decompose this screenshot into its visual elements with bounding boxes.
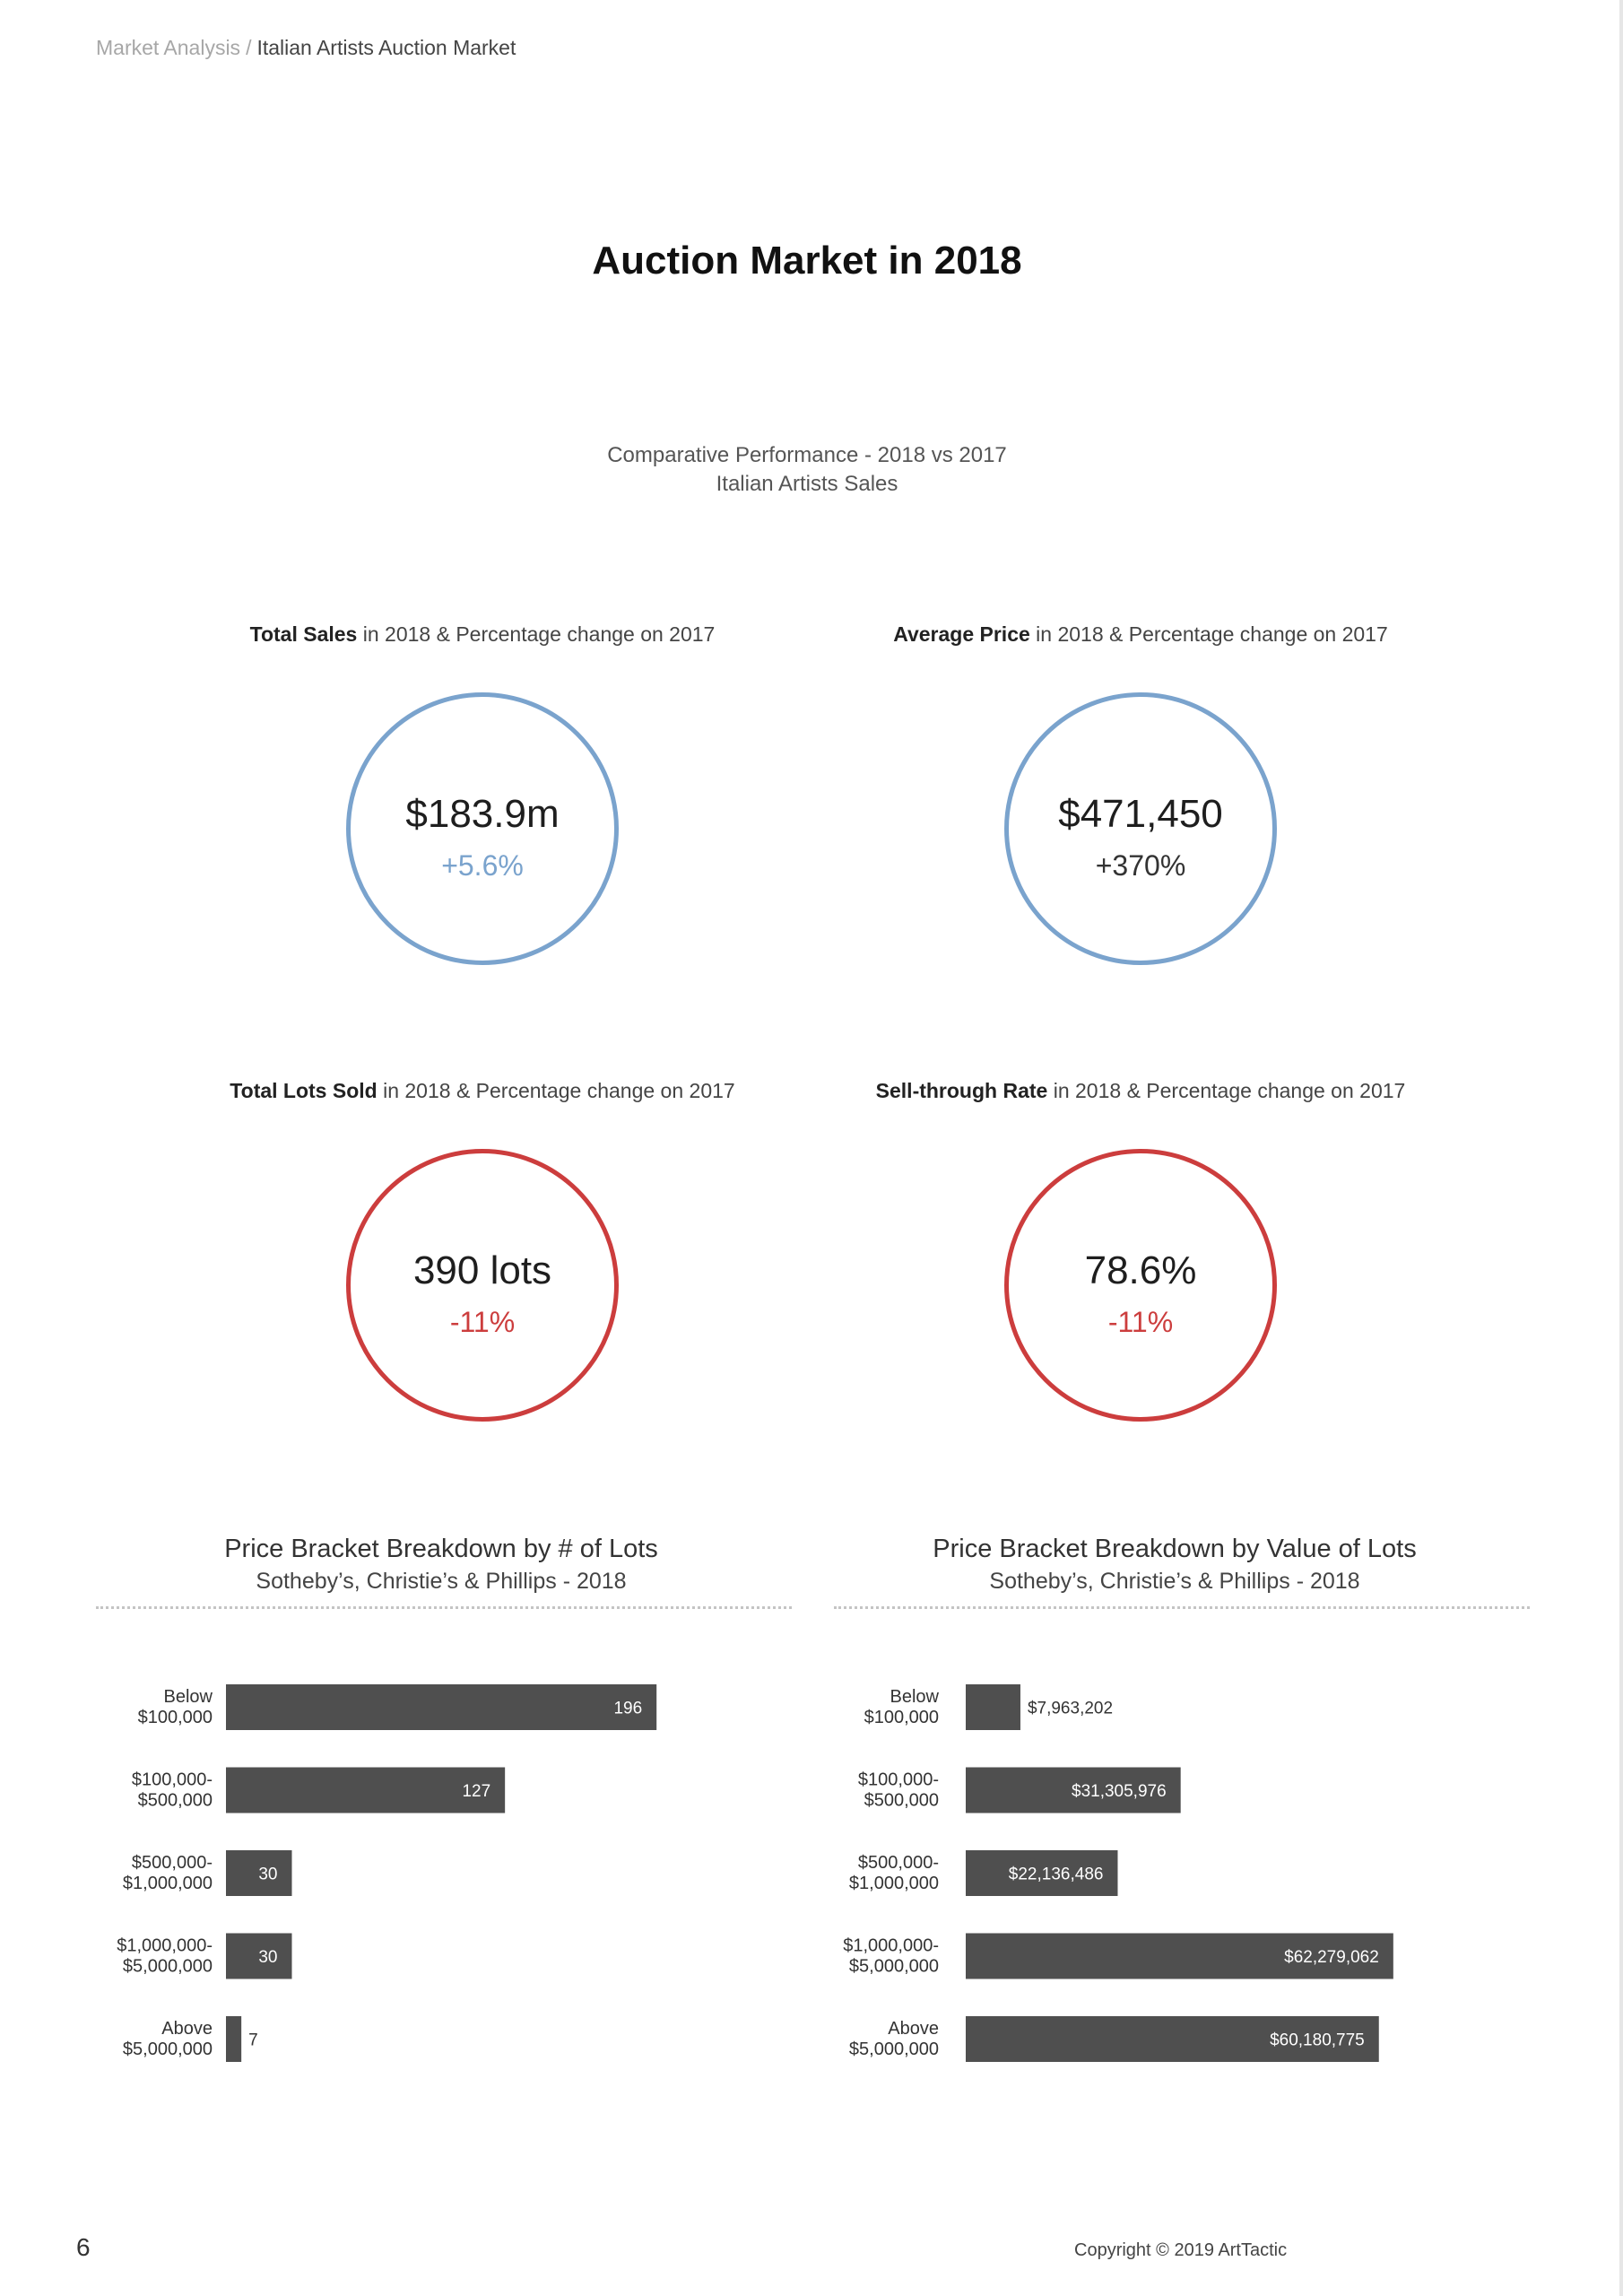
total-sales-label-text: in 2018 & Percentage change on 2017	[357, 622, 716, 646]
total-sales-circle: $183.9m +5.6%	[346, 692, 619, 965]
category-label: $1,000,000-	[117, 1936, 213, 1956]
page-title: Auction Market in 2018	[592, 239, 1022, 283]
sell-through-circle: 78.6% -11%	[1004, 1149, 1277, 1422]
average-price-label-text: in 2018 & Percentage change on 2017	[1029, 622, 1388, 646]
bar-5	[226, 2016, 242, 2062]
page-edge	[1619, 0, 1623, 2296]
category-label: $100,000	[138, 1708, 213, 1727]
data-label: $7,963,202	[1028, 1700, 1113, 1718]
sell-through-change: -11%	[1107, 1306, 1174, 1338]
category-label: $500,000	[864, 1791, 939, 1811]
value-chart-subtitle: Sotheby’s, Christie’s & Phillips - 2018	[989, 1569, 1360, 1594]
breadcrumb-current: Italian Artists Auction Market	[256, 36, 516, 59]
bar-2	[966, 1767, 1181, 1813]
sell-through-label: Sell-through Rate in 2018 & Percentage c…	[800, 1079, 1481, 1103]
category-label: Above	[161, 2019, 213, 2039]
lots-chart-divider	[96, 1606, 792, 1609]
total-lots-label-text: in 2018 & Percentage change on 2017	[377, 1079, 735, 1102]
average-price-label: Average Price in 2018 & Percentage chang…	[800, 622, 1481, 647]
category-label: $100,000-	[132, 1770, 213, 1790]
bar-1	[966, 1684, 1020, 1730]
bar-4	[966, 1933, 1393, 1979]
total-sales-label-bold: Total Sales	[249, 622, 358, 646]
sell-through-label-bold: Sell-through Rate	[875, 1079, 1048, 1102]
category-label: $500,000-	[132, 1853, 213, 1873]
category-label: $100,000-	[858, 1770, 939, 1790]
total-lots-change: -11%	[449, 1306, 516, 1338]
sell-through-value: 78.6%	[1084, 1248, 1197, 1292]
category-label: $500,000	[138, 1791, 213, 1811]
page-number: 6	[76, 2233, 91, 2261]
value-bar-chart: Below$100,000 $7,963,202$100,000-$500,000…	[843, 1684, 1393, 2062]
breadcrumb: Market Analysis / Italian Artists Auction …	[96, 36, 516, 60]
category-label: $5,000,000	[849, 2039, 939, 2059]
data-label: 127	[462, 1782, 490, 1801]
total-sales-label: Total Sales in 2018 & Percentage change …	[142, 622, 823, 647]
data-label: $60,180,775	[1270, 2031, 1365, 2050]
category-label: $5,000,000	[123, 2039, 213, 2059]
total-sales-change: +5.6%	[441, 849, 524, 882]
sell-through-label-text: in 2018 & Percentage change on 2017	[1047, 1079, 1406, 1102]
category-label: $5,000,000	[123, 1957, 213, 1977]
breadcrumb-section[interactable]: Market Analysis	[96, 36, 241, 59]
category-label: $500,000-	[858, 1853, 939, 1873]
data-label: 30	[258, 1948, 277, 1967]
copyright: Copyright © 2019 ArtTactic	[1074, 2240, 1288, 2260]
total-lots-value: 390 lots	[412, 1248, 552, 1292]
data-label: $31,305,976	[1072, 1782, 1167, 1801]
bar-3	[966, 1850, 1118, 1896]
lots-bar-chart: Below$100,000 196 $100,000-$500,000 127 $500…	[117, 1684, 657, 2062]
category-label: Below	[890, 1687, 940, 1707]
lots-chart-subtitle: Sotheby’s, Christie’s & Phillips - 2018	[256, 1569, 627, 1594]
category-label: $1,000,000	[123, 1874, 213, 1893]
bar-5	[966, 2016, 1379, 2062]
bar-2	[226, 1767, 506, 1813]
total-lots-label-bold: Total Lots Sold	[230, 1079, 378, 1102]
total-lots-label: Total Lots Sold in 2018 & Percentage cha…	[142, 1079, 823, 1103]
category-label: $100,000	[864, 1708, 939, 1727]
bar-3	[226, 1850, 292, 1896]
data-label: 30	[258, 1866, 277, 1884]
average-price-value: $471,450	[1058, 792, 1223, 836]
data-label: $22,136,486	[1009, 1866, 1104, 1884]
category-label: $1,000,000	[849, 1874, 939, 1893]
average-price-change: +370%	[1095, 849, 1186, 882]
category-label: $1,000,000-	[843, 1936, 939, 1956]
average-price-circle: $471,450 +370%	[1004, 692, 1277, 965]
bar-4	[226, 1933, 292, 1979]
data-label: 196	[613, 1700, 642, 1718]
bar-1	[226, 1684, 657, 1730]
breadcrumb-separator: /	[246, 36, 252, 59]
comparison-subtitle-secondary: Italian Artists Sales	[716, 472, 898, 496]
total-sales-value: $183.9m	[405, 792, 560, 836]
category-label: Above	[888, 2019, 939, 2039]
average-price-label-bold: Average Price	[893, 622, 1030, 646]
category-label: Below	[164, 1687, 213, 1707]
comparison-subtitle: Comparative Performance - 2018 vs 2017	[607, 443, 1007, 467]
data-label: $62,279,062	[1284, 1948, 1379, 1967]
total-lots-circle: 390 lots -11%	[346, 1149, 619, 1422]
value-chart-divider	[834, 1606, 1530, 1609]
value-chart-title: Price Bracket Breakdown by Value of Lots	[933, 1535, 1417, 1563]
category-label: $5,000,000	[849, 1957, 939, 1977]
lots-chart-title: Price Bracket Breakdown by # of Lots	[224, 1535, 658, 1563]
data-label: 7	[248, 2031, 258, 2050]
